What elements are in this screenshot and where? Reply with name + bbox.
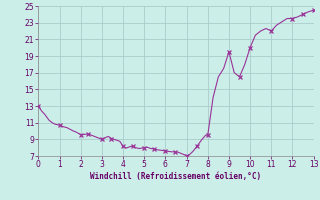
X-axis label: Windchill (Refroidissement éolien,°C): Windchill (Refroidissement éolien,°C) xyxy=(91,172,261,181)
